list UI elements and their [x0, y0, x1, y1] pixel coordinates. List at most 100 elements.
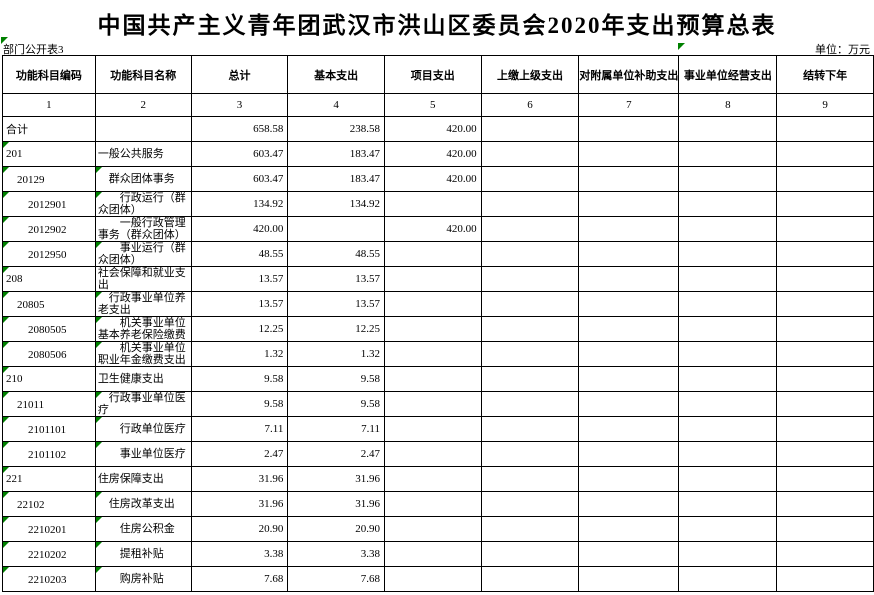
name-cell[interactable]: 一般公共服务	[94, 141, 192, 167]
column-header[interactable]: 项目支出	[383, 55, 482, 94]
value-cell-upper[interactable]	[480, 341, 580, 367]
value-cell-carryover[interactable]	[776, 241, 874, 267]
name-cell[interactable]: 行政单位医疗	[94, 416, 192, 442]
value-cell-basic[interactable]: 12.25	[287, 316, 385, 342]
value-cell-project[interactable]	[383, 266, 482, 292]
value-cell-upper[interactable]	[480, 241, 580, 267]
value-cell-carryover[interactable]	[776, 216, 874, 242]
value-cell-total[interactable]: 658.58	[190, 116, 289, 142]
value-cell-subsidy[interactable]	[578, 166, 680, 192]
value-cell-project[interactable]	[383, 541, 482, 567]
value-cell-upper[interactable]	[480, 441, 580, 467]
code-cell[interactable]: 210	[2, 366, 96, 392]
value-cell-subsidy[interactable]	[578, 291, 680, 317]
value-cell-basic[interactable]: 13.57	[287, 291, 385, 317]
value-cell-subsidy[interactable]	[578, 216, 680, 242]
value-cell-total[interactable]: 3.38	[190, 541, 289, 567]
value-cell-operating[interactable]	[678, 341, 778, 367]
column-header[interactable]: 事业单位经营支出	[678, 55, 778, 94]
value-cell-upper[interactable]	[480, 116, 580, 142]
value-cell-upper[interactable]	[480, 566, 580, 592]
value-cell-project[interactable]	[383, 441, 482, 467]
value-cell-project[interactable]	[383, 566, 482, 592]
value-cell-basic[interactable]: 183.47	[287, 166, 385, 192]
value-cell-carryover[interactable]	[776, 291, 874, 317]
value-cell-subsidy[interactable]	[578, 466, 680, 492]
value-cell-subsidy[interactable]	[578, 416, 680, 442]
value-cell-carryover[interactable]	[776, 341, 874, 367]
column-header[interactable]: 基本支出	[287, 55, 385, 94]
name-cell[interactable]: 机关事业单位职业年金缴费支出	[94, 341, 192, 367]
value-cell-subsidy[interactable]	[578, 141, 680, 167]
value-cell-basic[interactable]: 20.90	[287, 516, 385, 542]
value-cell-operating[interactable]	[678, 491, 778, 517]
value-cell-carryover[interactable]	[776, 366, 874, 392]
column-index-cell[interactable]: 8	[678, 93, 778, 117]
value-cell-operating[interactable]	[678, 116, 778, 142]
name-cell[interactable]: 提租补贴	[94, 541, 192, 567]
value-cell-basic[interactable]: 31.96	[287, 466, 385, 492]
value-cell-basic[interactable]: 9.58	[287, 391, 385, 417]
value-cell-carryover[interactable]	[776, 466, 874, 492]
value-cell-project[interactable]	[383, 491, 482, 517]
value-cell-upper[interactable]	[480, 266, 580, 292]
value-cell-project[interactable]	[383, 241, 482, 267]
value-cell-total[interactable]: 13.57	[190, 266, 289, 292]
column-index-cell[interactable]: 9	[776, 93, 874, 117]
code-cell[interactable]: 2012950	[2, 241, 96, 267]
value-cell-project[interactable]	[383, 391, 482, 417]
name-cell[interactable]: 住房保障支出	[94, 466, 192, 492]
value-cell-basic[interactable]: 13.57	[287, 266, 385, 292]
value-cell-subsidy[interactable]	[578, 266, 680, 292]
code-cell[interactable]: 2210201	[2, 516, 96, 542]
value-cell-total[interactable]: 603.47	[190, 141, 289, 167]
value-cell-basic[interactable]: 2.47	[287, 441, 385, 467]
value-cell-basic[interactable]: 183.47	[287, 141, 385, 167]
column-header[interactable]: 总计	[190, 55, 289, 94]
value-cell-subsidy[interactable]	[578, 366, 680, 392]
value-cell-basic[interactable]: 134.92	[287, 191, 385, 217]
code-cell[interactable]: 2080506	[2, 341, 96, 367]
code-cell[interactable]: 221	[2, 466, 96, 492]
value-cell-project[interactable]	[383, 291, 482, 317]
value-cell-operating[interactable]	[678, 466, 778, 492]
value-cell-operating[interactable]	[678, 166, 778, 192]
value-cell-carryover[interactable]	[776, 541, 874, 567]
column-index-cell[interactable]: 5	[383, 93, 482, 117]
value-cell-operating[interactable]	[678, 216, 778, 242]
value-cell-carryover[interactable]	[776, 316, 874, 342]
name-cell[interactable]: 住房改革支出	[94, 491, 192, 517]
value-cell-total[interactable]: 31.96	[190, 466, 289, 492]
code-cell[interactable]: 20805	[2, 291, 96, 317]
value-cell-basic[interactable]: 48.55	[287, 241, 385, 267]
code-cell[interactable]: 合计	[2, 116, 96, 142]
name-cell[interactable]: 行政运行（群众团体）	[94, 191, 192, 217]
code-cell[interactable]: 2012901	[2, 191, 96, 217]
value-cell-operating[interactable]	[678, 516, 778, 542]
code-cell[interactable]: 2080505	[2, 316, 96, 342]
value-cell-total[interactable]: 1.32	[190, 341, 289, 367]
column-header[interactable]: 功能科目编码	[2, 55, 96, 94]
column-index-cell[interactable]: 2	[94, 93, 192, 117]
value-cell-carryover[interactable]	[776, 266, 874, 292]
value-cell-carryover[interactable]	[776, 566, 874, 592]
value-cell-operating[interactable]	[678, 391, 778, 417]
value-cell-carryover[interactable]	[776, 166, 874, 192]
column-index-cell[interactable]: 1	[2, 93, 96, 117]
value-cell-project[interactable]	[383, 416, 482, 442]
name-cell[interactable]	[94, 116, 192, 142]
value-cell-total[interactable]: 31.96	[190, 491, 289, 517]
value-cell-carryover[interactable]	[776, 516, 874, 542]
value-cell-upper[interactable]	[480, 166, 580, 192]
value-cell-upper[interactable]	[480, 216, 580, 242]
value-cell-subsidy[interactable]	[578, 516, 680, 542]
value-cell-upper[interactable]	[480, 316, 580, 342]
name-cell[interactable]: 住房公积金	[94, 516, 192, 542]
value-cell-project[interactable]: 420.00	[383, 141, 482, 167]
value-cell-project[interactable]	[383, 191, 482, 217]
value-cell-subsidy[interactable]	[578, 316, 680, 342]
value-cell-basic[interactable]: 7.68	[287, 566, 385, 592]
name-cell[interactable]: 卫生健康支出	[94, 366, 192, 392]
value-cell-carryover[interactable]	[776, 491, 874, 517]
value-cell-basic[interactable]: 31.96	[287, 491, 385, 517]
